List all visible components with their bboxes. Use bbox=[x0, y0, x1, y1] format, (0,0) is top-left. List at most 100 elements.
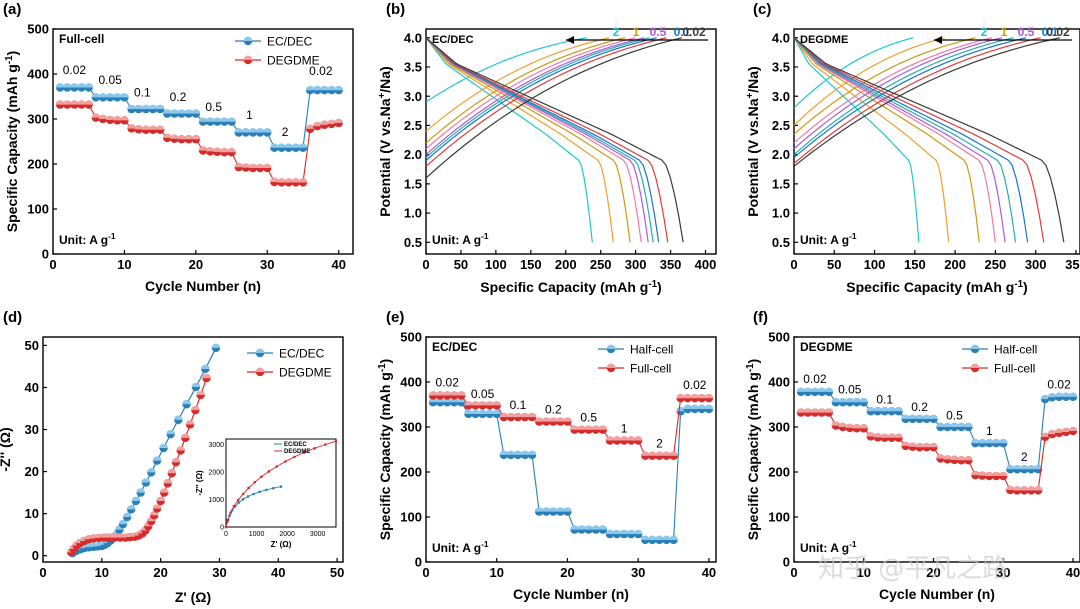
plot-frame bbox=[42, 336, 344, 563]
data-point-top bbox=[152, 456, 162, 461]
x-axis-label: Cycle Number (n) bbox=[145, 278, 261, 294]
panel-label-b: (b) bbox=[386, 1, 405, 18]
discharge-curve bbox=[793, 37, 997, 243]
data-point-top bbox=[84, 100, 93, 105]
data-point-top bbox=[191, 382, 201, 388]
y-tick-label: 100 bbox=[400, 510, 422, 525]
y-axis-label-main: Specific Capacity (mAh g bbox=[377, 372, 393, 540]
unit-text: Unit: A g-1 bbox=[800, 539, 857, 555]
rate-label: 2 bbox=[656, 436, 663, 450]
inset-y-label: -Z'' (Ω) bbox=[195, 470, 204, 496]
y-tick-label: 2.5 bbox=[772, 118, 790, 133]
charge-curve bbox=[793, 37, 1027, 159]
x-tick-label: 100 bbox=[485, 257, 507, 272]
charge-curve bbox=[793, 37, 1002, 150]
y-tick-label: 0.5 bbox=[772, 235, 790, 250]
data-point-top bbox=[845, 398, 855, 403]
data-point-top bbox=[633, 436, 643, 441]
charge-curve bbox=[425, 37, 645, 156]
charge-curve bbox=[793, 37, 1041, 164]
data-point-top bbox=[669, 451, 678, 456]
inset-point bbox=[334, 439, 338, 443]
panel-label-d: (d) bbox=[3, 309, 22, 326]
rate-label: 1 bbox=[633, 25, 640, 39]
data-point-top bbox=[255, 128, 265, 133]
x-axis-label: Z' (Ω) bbox=[175, 589, 211, 605]
data-point-top bbox=[120, 116, 129, 121]
y-axis-label-sup: -1 bbox=[4, 55, 15, 64]
data-point-top bbox=[134, 104, 143, 110]
y-axis-label-tail: ) bbox=[745, 359, 761, 364]
x-axis-label-main: Specific Capacity (mAh g bbox=[480, 279, 648, 295]
data-point-top bbox=[181, 433, 190, 438]
x-tick-label: 0 bbox=[422, 257, 429, 272]
data-point-top bbox=[499, 450, 509, 455]
data-point-top bbox=[63, 100, 72, 105]
y-axis-label: Specific Capacity (mAh g-1) bbox=[745, 359, 762, 540]
data-point-top bbox=[506, 412, 516, 418]
data-point-top bbox=[91, 93, 101, 98]
data-point-top bbox=[880, 433, 889, 438]
y-tick-label: 1.5 bbox=[404, 176, 422, 191]
data-point-top bbox=[894, 407, 903, 412]
data-point-top bbox=[838, 398, 848, 403]
data-point-top bbox=[662, 535, 671, 540]
data-point-top bbox=[241, 163, 251, 168]
rate-label: 0.02 bbox=[1046, 25, 1070, 39]
data-point-top bbox=[227, 148, 236, 153]
data-point-top bbox=[887, 433, 896, 438]
inset-point bbox=[260, 475, 263, 478]
y-tick-label: 20 bbox=[25, 464, 39, 479]
rate-label: 0.5 bbox=[1018, 25, 1035, 39]
discharge-curve bbox=[425, 37, 684, 243]
data-point-top bbox=[70, 100, 79, 105]
panel-label-a: (a) bbox=[3, 1, 21, 18]
inset-y-tick-label: 1000 bbox=[208, 497, 224, 504]
charge-curve bbox=[425, 37, 650, 159]
data-point-top bbox=[220, 148, 229, 153]
data-point-top bbox=[305, 86, 315, 91]
y-tick-label: 30 bbox=[25, 422, 39, 437]
data-point-top bbox=[817, 387, 827, 392]
data-point-top bbox=[298, 143, 308, 148]
rate-label: 0.1 bbox=[876, 393, 893, 407]
data-point-top bbox=[683, 404, 692, 409]
data-point-top bbox=[84, 83, 93, 88]
data-point-top bbox=[852, 398, 861, 403]
data-point-top bbox=[98, 114, 108, 119]
data-point-top bbox=[943, 422, 952, 427]
data-point-top bbox=[506, 450, 516, 455]
y-axis-label-tail: /Na) bbox=[745, 66, 761, 92]
data-point-top bbox=[817, 408, 827, 413]
inset-point bbox=[279, 485, 283, 488]
y-tick-label: 500 bbox=[400, 330, 422, 345]
unit-text-sup: -1 bbox=[481, 539, 489, 549]
x-axis-label-main: Specific Capacity (mAh g bbox=[846, 279, 1014, 295]
data-point-top bbox=[901, 441, 910, 446]
discharge-curve bbox=[793, 37, 1045, 243]
discharge-curve bbox=[793, 37, 1029, 243]
rate-label: 0.02 bbox=[436, 376, 460, 390]
eis-data bbox=[67, 343, 221, 558]
x-axis-label: Specific Capacity (mAh g-1) bbox=[846, 279, 1027, 296]
x-tick-label: 0 bbox=[790, 257, 797, 272]
legend-label: EC/DEC bbox=[267, 35, 313, 49]
rate-label: 0.02 bbox=[63, 63, 87, 77]
rate-label: 0.5 bbox=[580, 411, 597, 425]
x-tick-label: 400 bbox=[695, 257, 717, 272]
inset-point bbox=[253, 480, 257, 484]
data-point-top bbox=[915, 443, 924, 448]
corner-text: EC/DEC bbox=[432, 340, 478, 354]
data-point-top bbox=[655, 451, 664, 456]
data-point-top bbox=[556, 417, 565, 422]
y-tick-label: 50 bbox=[25, 338, 39, 353]
y-tick-label: 200 bbox=[768, 465, 790, 480]
data-point-top bbox=[513, 450, 523, 455]
data-point-top bbox=[499, 412, 509, 418]
data-point-top bbox=[950, 455, 959, 460]
data-point-top bbox=[985, 439, 994, 444]
y-tick-label: 4.0 bbox=[404, 30, 422, 45]
data-point-top bbox=[556, 507, 565, 512]
x-tick-label: 200 bbox=[944, 257, 966, 272]
data-point-top bbox=[676, 394, 685, 399]
